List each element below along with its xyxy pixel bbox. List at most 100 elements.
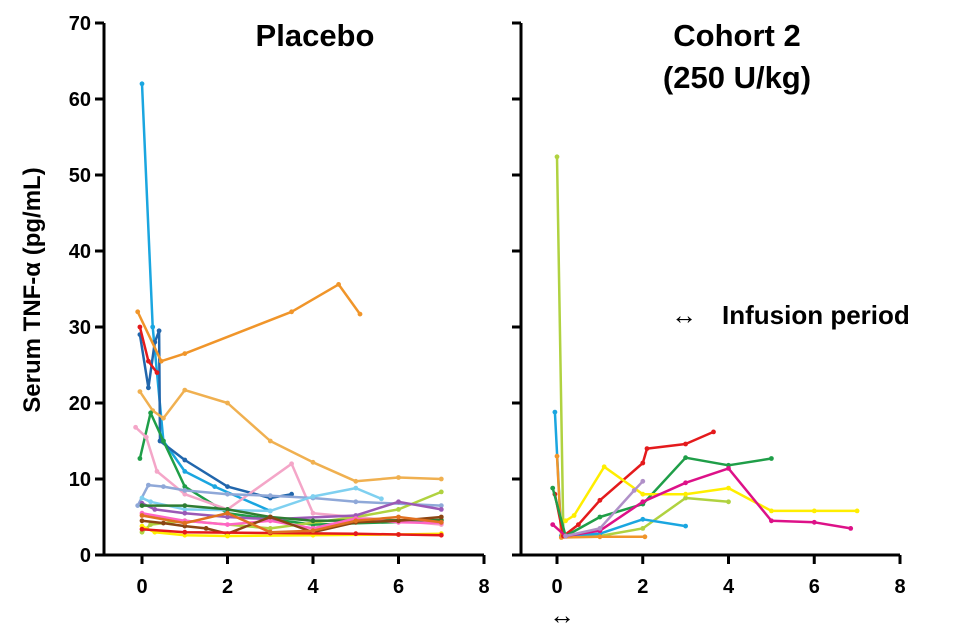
data-point [644,446,650,451]
data-point [563,518,568,524]
data-point [683,455,688,461]
data-point [225,533,230,539]
series-line [140,82,272,513]
data-point [396,507,401,512]
data-point [146,482,151,488]
data-point [769,456,774,461]
data-point [146,385,151,391]
data-point [438,503,444,508]
series-line [140,515,443,535]
x-tick-label: 8 [894,576,905,598]
data-point [353,478,359,484]
series-line [564,480,645,538]
series-line [140,511,443,534]
data-point [139,503,145,508]
data-point [225,484,230,489]
data-point [267,508,273,514]
infusion-period-arrow-icon: ↔ [549,600,575,625]
data-point [182,387,188,393]
data-point [152,507,158,512]
infusion-legend-label: Infusion period [722,300,910,330]
data-point [379,496,384,502]
series-line [136,283,362,363]
data-point [137,456,143,461]
data-point [157,438,163,444]
data-point [683,491,688,497]
data-point [438,514,444,520]
data-point [597,526,603,531]
data-point [726,485,731,491]
series-line [140,527,443,537]
data-point [597,534,603,540]
series-line [134,426,443,526]
data-point [139,518,145,524]
data-point [597,497,603,503]
data-point [137,389,143,394]
data-point [148,410,154,416]
y-tick-label: 10 [69,469,91,491]
data-point [353,499,359,505]
data-point [683,480,688,486]
data-point [154,469,160,474]
cohort-2-panel: 0 2 4 6 8 Cohort 2 (250 U/kg) [512,18,906,598]
data-point [631,488,637,493]
data-point [267,493,273,499]
data-point [310,494,316,499]
series-line [555,155,730,538]
data-point [150,324,156,330]
data-point [182,484,188,489]
data-point [550,485,556,491]
data-point [148,499,154,505]
y-tick-label: 70 [69,13,91,35]
data-point [726,466,731,471]
data-point [225,400,230,406]
y-tick-label: 60 [69,89,91,111]
x-tick-label: 4 [307,576,319,598]
data-point [683,441,688,447]
data-point [310,459,316,465]
x-tick-label: 6 [809,576,820,598]
data-point [576,522,581,527]
x-tick-label: 6 [393,576,404,598]
data-point [640,516,646,522]
y-tick-label: 0 [80,545,91,567]
data-point [848,526,854,531]
data-point [310,510,316,516]
data-point [135,503,141,508]
data-point [683,523,688,529]
data-point [267,438,273,444]
data-point [161,520,166,526]
y-tick-label: 20 [69,393,91,415]
data-point [353,518,359,524]
data-point [726,499,731,505]
data-point [161,438,166,444]
data-point [554,154,560,160]
data-point [711,429,716,435]
data-point [438,532,444,538]
data-point [212,484,218,489]
series-line [555,454,647,539]
series-line [553,430,715,538]
data-point [225,510,230,516]
data-point [640,499,646,505]
data-point [550,522,556,527]
data-point [225,507,230,512]
data-point [396,514,401,520]
y-tick-label: 40 [69,241,91,263]
data-point [146,358,151,364]
data-point [225,514,230,520]
data-point [289,309,294,315]
series-line [140,504,443,523]
x-tick-label: 8 [478,576,489,598]
data-point [353,531,359,537]
data-point [310,518,316,524]
data-point [438,519,444,525]
data-point [640,478,646,484]
data-point [143,434,149,440]
data-point [811,519,817,525]
panel-title: Placebo [256,18,375,53]
data-point [563,533,568,539]
data-point [156,328,162,334]
data-point [640,460,646,466]
